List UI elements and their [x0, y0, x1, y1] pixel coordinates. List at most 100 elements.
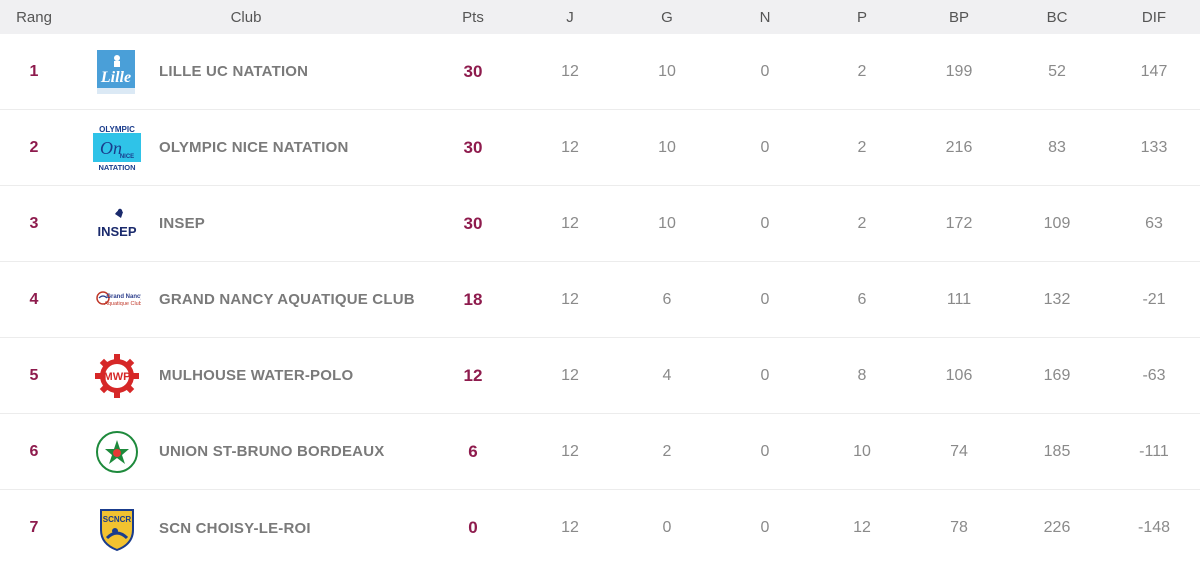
goals-for-cell: 106 — [945, 366, 973, 384]
points-cell: 30 — [463, 137, 483, 157]
goals-for-cell: 111 — [946, 290, 972, 308]
table-row[interactable]: 4 Grand Nancy Aquatique Club GRAND NANCY AQ… — [0, 262, 1200, 338]
goals-against-cell: 109 — [1043, 214, 1071, 232]
header-j[interactable]: J — [566, 8, 574, 26]
header-n[interactable]: N — [759, 8, 771, 26]
club-logo-cell: INSEP — [90, 186, 144, 261]
header-club[interactable]: Club — [230, 8, 262, 26]
won-cell: 10 — [658, 138, 676, 156]
club-name[interactable]: MULHOUSE WATER-POLO — [159, 367, 354, 384]
header-p[interactable]: P — [856, 8, 867, 26]
rank-cell: 2 — [29, 138, 39, 156]
header-pts[interactable]: Pts — [462, 8, 484, 26]
goal-diff-cell: 147 — [1140, 62, 1168, 80]
club-logo-cell: Grand Nancy Aquatique Club — [90, 262, 144, 337]
header-rank[interactable]: Rang — [16, 8, 52, 26]
rank-cell: 3 — [29, 214, 39, 232]
svg-text:NICE: NICE — [120, 154, 134, 160]
svg-text:MWP: MWP — [104, 371, 131, 383]
played-cell: 12 — [561, 62, 579, 80]
lost-cell: 2 — [857, 138, 867, 156]
drawn-cell: 0 — [760, 214, 770, 232]
goal-diff-cell: -111 — [1139, 442, 1169, 460]
points-cell: 30 — [463, 213, 483, 233]
points-cell: 30 — [463, 61, 483, 81]
mulhouse-logo: MWP — [93, 352, 141, 400]
header-bc[interactable]: BC — [1046, 8, 1068, 26]
table-row[interactable]: 5 MWP MULHOUSE WATER-POLO 12 12 4 0 8 106 169 -63 — [0, 338, 1200, 414]
club-name[interactable]: INSEP — [159, 215, 206, 232]
svg-text:SCNCR: SCNCR — [103, 515, 132, 524]
svg-text:Lille: Lille — [100, 69, 131, 86]
goal-diff-cell: -21 — [1142, 290, 1166, 308]
svg-text:NATATION: NATATION — [98, 163, 135, 172]
goals-against-cell: 169 — [1043, 366, 1071, 384]
lille-uc-logo: Lille — [93, 48, 141, 96]
won-cell: 2 — [662, 442, 672, 460]
played-cell: 12 — [561, 290, 579, 308]
header-g[interactable]: G — [661, 8, 673, 26]
rank-cell: 1 — [29, 62, 39, 80]
table-header: Rang Club Pts J G N P BP BC DIF — [0, 0, 1200, 34]
club-logo-cell: MWP — [90, 338, 144, 413]
club-name[interactable]: OLYMPIC NICE NATATION — [159, 139, 349, 156]
drawn-cell: 0 — [760, 290, 770, 308]
played-cell: 12 — [561, 519, 579, 536]
table-row[interactable]: 2 OLYMPIC On NICE NATATION OLYMPIC NICE NATAT… — [0, 110, 1200, 186]
goal-diff-cell: 133 — [1140, 138, 1168, 156]
rank-cell: 5 — [29, 366, 39, 384]
goals-against-cell: 185 — [1043, 442, 1071, 460]
won-cell: 4 — [662, 366, 672, 384]
won-cell: 6 — [662, 290, 672, 308]
goals-against-cell: 52 — [1048, 62, 1066, 80]
club-name[interactable]: LILLE UC NATATION — [159, 63, 309, 80]
drawn-cell: 0 — [760, 442, 770, 460]
olympic-nice-logo: OLYMPIC On NICE NATATION — [93, 123, 141, 172]
svg-text:On: On — [100, 138, 122, 158]
insep-logo: INSEP — [93, 200, 141, 248]
table-row[interactable]: 7 SCNCR SCN CHOISY-LE-ROI 0 12 0 0 12 78 226 -148 — [0, 490, 1200, 566]
club-logo-cell: OLYMPIC On NICE NATATION — [90, 110, 144, 185]
svg-text:OLYMPIC: OLYMPIC — [99, 125, 135, 134]
goals-for-cell: 199 — [945, 62, 973, 80]
club-name[interactable]: UNION ST-BRUNO BORDEAUX — [159, 443, 385, 460]
svg-text:INSEP: INSEP — [97, 224, 136, 239]
club-name[interactable]: SCN CHOISY-LE-ROI — [159, 519, 311, 537]
won-cell: 10 — [658, 62, 676, 80]
lost-cell: 2 — [857, 62, 867, 80]
lost-cell: 12 — [853, 519, 871, 536]
goals-for-cell: 78 — [950, 519, 968, 536]
table-row[interactable]: 6 UNION ST-BRUNO BORDEAUX 6 12 2 0 10 74 185 -111 — [0, 414, 1200, 490]
rank-cell: 6 — [29, 442, 39, 460]
club-logo-cell: SCNCR — [90, 490, 144, 566]
club-name[interactable]: GRAND NANCY AQUATIQUE CLUB — [159, 291, 415, 308]
played-cell: 12 — [561, 366, 579, 384]
rank-cell: 4 — [29, 290, 39, 308]
lost-cell: 2 — [857, 214, 867, 232]
header-dif[interactable]: DIF — [1141, 8, 1167, 26]
header-bp[interactable]: BP — [948, 8, 969, 26]
lost-cell: 8 — [857, 366, 867, 384]
drawn-cell: 0 — [760, 138, 770, 156]
goals-against-cell: 132 — [1043, 290, 1071, 308]
won-cell: 0 — [662, 519, 672, 536]
goal-diff-cell: 63 — [1145, 214, 1163, 232]
lost-cell: 10 — [853, 442, 871, 460]
goals-against-cell: 83 — [1048, 138, 1066, 156]
goals-for-cell: 172 — [945, 214, 973, 232]
svg-text:Grand Nancy: Grand Nancy — [106, 294, 141, 300]
goals-against-cell: 226 — [1043, 519, 1071, 536]
lost-cell: 6 — [857, 290, 867, 308]
table-row[interactable]: 1 Lille LILLE UC NATATION 30 12 10 0 2 199 52 147 — [0, 34, 1200, 110]
played-cell: 12 — [561, 442, 579, 460]
drawn-cell: 0 — [760, 366, 770, 384]
points-cell: 6 — [468, 441, 478, 461]
union-st-bruno-logo — [93, 428, 141, 476]
won-cell: 10 — [658, 214, 676, 232]
played-cell: 12 — [561, 138, 579, 156]
table-row[interactable]: 3 INSEP INSEP 30 12 10 0 2 172 109 63 — [0, 186, 1200, 262]
grand-nancy-logo: Grand Nancy Aquatique Club — [93, 276, 141, 324]
points-cell: 12 — [463, 365, 483, 385]
goal-diff-cell: -148 — [1137, 519, 1171, 536]
